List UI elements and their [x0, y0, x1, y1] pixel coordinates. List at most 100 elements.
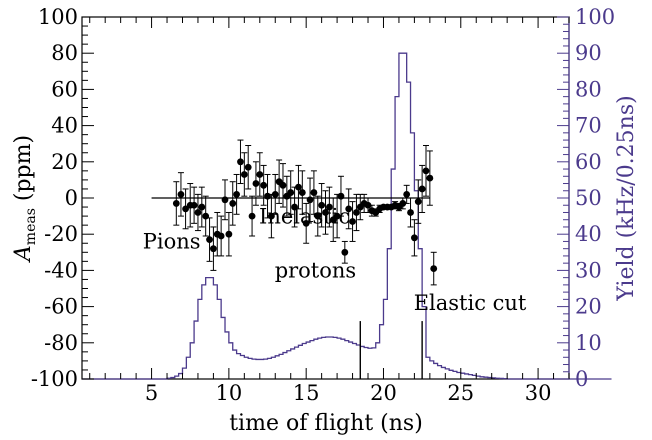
y2-tick-label: 40	[575, 222, 602, 246]
point-marker	[206, 236, 213, 244]
data-point	[248, 195, 256, 237]
data-point	[325, 186, 333, 228]
y-axis-title: Ameas (ppm)	[11, 135, 39, 263]
data-point	[267, 193, 275, 239]
data-point	[295, 164, 302, 210]
x-tick-label: 15	[293, 381, 320, 405]
data-point	[182, 188, 189, 230]
data-point	[410, 219, 418, 257]
y2-axis-title-text: Yield (kHz/0.25ns)	[614, 95, 639, 301]
y-axis-title-main: A	[11, 245, 36, 263]
data-point	[310, 170, 318, 215]
cut-lines-layer	[359, 321, 423, 379]
y-axis-title-sub: meas	[23, 208, 39, 245]
data-point	[407, 197, 414, 228]
point-marker	[418, 185, 426, 193]
data-point	[190, 186, 198, 224]
point-marker	[403, 190, 411, 198]
point-marker	[233, 190, 241, 198]
point-marker	[399, 200, 407, 207]
y2-tick-label: 10	[575, 331, 602, 355]
point-marker	[198, 203, 206, 211]
y-axis-title-unit: (ppm)	[11, 135, 36, 201]
data-point	[198, 186, 206, 228]
annotation-label: protons	[275, 259, 357, 283]
data-point	[210, 226, 217, 271]
y2-tick-label: 50	[575, 186, 602, 210]
point-marker	[322, 209, 329, 216]
data-point	[302, 202, 310, 244]
data-point	[244, 145, 252, 190]
y2-tick-label: 30	[575, 258, 602, 282]
data-point	[318, 183, 326, 228]
point-marker	[314, 212, 322, 220]
y-tick-label: -80	[44, 331, 78, 355]
data-point	[233, 173, 241, 215]
data-point	[271, 173, 279, 215]
data-point	[426, 150, 434, 206]
svg-text:Ameas (ppm): Ameas (ppm)	[11, 135, 39, 263]
point-marker	[182, 205, 189, 213]
point-marker	[410, 234, 418, 242]
data-point	[172, 181, 180, 226]
data-point	[353, 193, 360, 232]
data-point	[322, 190, 329, 235]
data-point	[217, 215, 225, 257]
point-marker	[177, 190, 185, 198]
y-tick-label: 100	[38, 5, 78, 29]
data-point	[399, 197, 407, 210]
point-marker	[221, 196, 229, 204]
point-marker	[333, 212, 341, 220]
y2-axis-title: Yield (kHz/0.25ns)	[614, 95, 639, 301]
data-point	[349, 201, 356, 242]
point-marker	[407, 209, 414, 216]
annotation-label: Elastic cut	[414, 291, 527, 315]
y2-tick-label: 70	[575, 114, 602, 138]
point-marker	[264, 192, 271, 200]
x-ticks-layer: 5 10 15 20 25 30	[89, 17, 570, 405]
point-marker	[260, 181, 268, 189]
point-marker	[225, 230, 233, 238]
y-ticks-layer: -100 -80 -60 -40 -20 0 20 40 60 80 100	[31, 5, 94, 391]
point-marker	[271, 190, 279, 198]
data-point	[229, 181, 237, 226]
data-point	[202, 195, 210, 237]
points-layer	[172, 139, 438, 286]
data-point	[194, 193, 202, 232]
point-marker	[318, 201, 326, 209]
y-tick-label: 60	[51, 77, 78, 101]
y-tick-label: -100	[31, 367, 78, 391]
data-point	[256, 152, 264, 197]
data-point	[314, 195, 322, 237]
point-marker	[430, 265, 438, 272]
point-marker	[210, 245, 217, 253]
point-marker	[345, 205, 353, 213]
point-marker	[190, 201, 198, 209]
y-tick-label: -40	[44, 258, 78, 282]
point-marker	[217, 232, 225, 240]
y-tick-label: 80	[51, 41, 78, 65]
x-tick-label: 25	[447, 381, 474, 405]
point-marker	[310, 189, 318, 196]
data-point	[298, 170, 306, 215]
data-point	[240, 152, 248, 197]
point-marker	[341, 248, 349, 256]
point-marker	[298, 189, 306, 196]
point-marker	[353, 209, 360, 216]
data-point	[345, 188, 353, 230]
data-point	[287, 170, 295, 215]
point-marker	[364, 201, 372, 209]
x-tick-label: 20	[370, 381, 397, 405]
data-point	[221, 179, 229, 221]
y-tick-label: 20	[51, 150, 78, 174]
point-marker	[426, 174, 434, 182]
point-marker	[422, 167, 430, 175]
data-point	[260, 164, 268, 206]
yield-histogram	[82, 52, 612, 380]
point-marker	[349, 218, 356, 225]
data-point	[252, 161, 260, 206]
data-point	[237, 139, 244, 185]
annotation-label: Inelastic	[259, 204, 350, 228]
data-point	[341, 240, 349, 264]
